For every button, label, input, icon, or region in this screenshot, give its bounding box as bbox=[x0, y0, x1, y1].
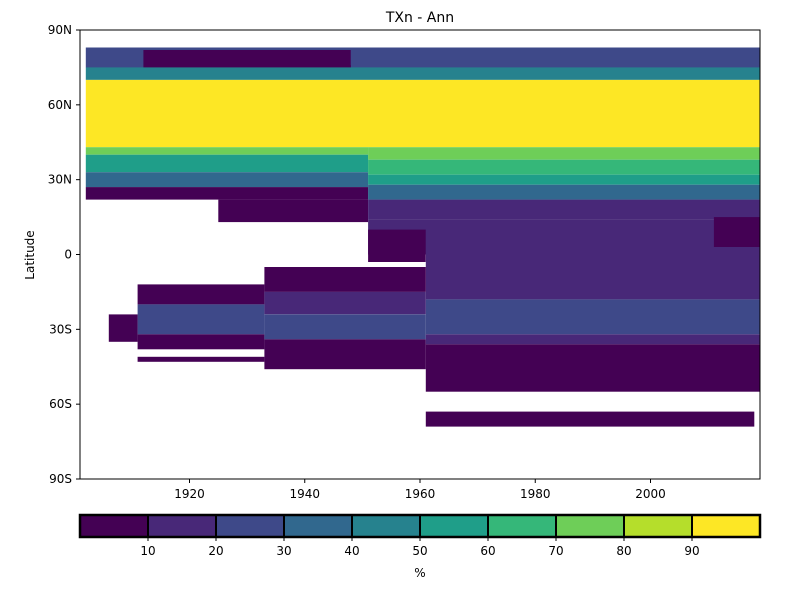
heatmap-cell-12 bbox=[368, 174, 760, 185]
colorbar-segment-4 bbox=[351, 514, 421, 538]
x-axis: 1920 1940 1960 1980 2000 bbox=[174, 479, 666, 501]
heatmap-cell-9 bbox=[218, 199, 369, 223]
y-tick-label: 60N bbox=[48, 98, 72, 112]
colorbar-tick-label: 80 bbox=[616, 544, 631, 558]
heatmap-cell-26 bbox=[264, 339, 426, 370]
heatmap-cell-1 bbox=[143, 50, 351, 73]
heatmap-cell-23 bbox=[264, 267, 426, 292]
heatmap-cell-24 bbox=[264, 291, 426, 315]
colorbar-tick-label: 70 bbox=[548, 544, 563, 558]
x-tick-label: 1940 bbox=[289, 487, 320, 501]
heatmap-cell-3 bbox=[85, 67, 761, 80]
chart-title: TXn - Ann bbox=[385, 10, 454, 26]
colorbar-segment-0 bbox=[79, 514, 149, 538]
colorbar-tick-label: 60 bbox=[480, 544, 495, 558]
plot-area bbox=[85, 47, 761, 427]
x-tick-label: 2000 bbox=[635, 487, 666, 501]
colorbar-tick-label: 40 bbox=[344, 544, 359, 558]
heatmap-cell-7 bbox=[85, 172, 369, 188]
heatmap-cell-18 bbox=[425, 254, 760, 300]
heatmap-cell-20 bbox=[137, 284, 265, 305]
y-tick-label: 0 bbox=[64, 248, 72, 262]
heatmap-cell-28 bbox=[425, 344, 760, 392]
heatmap-cell-4 bbox=[85, 79, 761, 148]
heatmap-cell-6 bbox=[85, 154, 369, 173]
colorbar-segment-1 bbox=[147, 514, 217, 538]
heatmap-cell-10 bbox=[368, 147, 760, 160]
heatmap-cell-27 bbox=[425, 334, 760, 345]
y-tick-label: 60S bbox=[49, 397, 72, 411]
heatmap-cell-31 bbox=[425, 411, 755, 427]
heatmap-cell-25 bbox=[264, 314, 426, 340]
colorbar-segment-3 bbox=[283, 514, 353, 538]
heatmap-cell-16 bbox=[368, 229, 426, 262]
y-tick-label: 90N bbox=[48, 23, 72, 37]
heatmap-cell-30 bbox=[137, 356, 265, 362]
colorbar: 10 20 30 40 50 60 70 80 90 bbox=[78, 513, 762, 558]
y-tick-label: 30S bbox=[49, 322, 72, 336]
heatmap-cell-21 bbox=[137, 304, 265, 335]
heatmap-cell-13 bbox=[368, 184, 760, 200]
colorbar-segment-8 bbox=[623, 514, 693, 538]
colorbar-tick-label: 90 bbox=[684, 544, 699, 558]
heatmap-cell-22 bbox=[137, 334, 265, 350]
colorbar-segment-7 bbox=[555, 514, 625, 538]
x-tick-label: 1920 bbox=[174, 487, 205, 501]
y-axis: 90N 60N 30N 0 30S 60S 90S bbox=[48, 23, 80, 486]
colorbar-tick-label: 30 bbox=[276, 544, 291, 558]
heatmap-cell-2 bbox=[350, 47, 760, 65]
heatmap-cell-17 bbox=[713, 217, 760, 247]
colorbar-tick-label: 10 bbox=[140, 544, 155, 558]
heatmap-cell-15 bbox=[368, 219, 760, 255]
y-tick-label: 90S bbox=[49, 472, 72, 486]
colorbar-segment-6 bbox=[487, 514, 557, 538]
x-tick-label: 1960 bbox=[405, 487, 436, 501]
heatmap-cell-14 bbox=[368, 199, 760, 220]
heatmap-cell-5 bbox=[85, 147, 369, 155]
colorbar-label: % bbox=[414, 566, 425, 580]
heatmap-cell-8 bbox=[85, 187, 369, 200]
y-tick-label: 30N bbox=[48, 173, 72, 187]
colorbar-tick-label: 20 bbox=[208, 544, 223, 558]
colorbar-segment-9 bbox=[691, 514, 761, 538]
colorbar-segment-2 bbox=[215, 514, 285, 538]
heatmap-cell-19 bbox=[425, 299, 760, 335]
colorbar-segment-5 bbox=[419, 514, 489, 538]
heatmap-cell-11 bbox=[368, 159, 760, 175]
y-axis-label: Latitude bbox=[23, 230, 37, 279]
x-tick-label: 1980 bbox=[520, 487, 551, 501]
heatmap-cell-29 bbox=[108, 314, 138, 342]
colorbar-tick-label: 50 bbox=[412, 544, 427, 558]
